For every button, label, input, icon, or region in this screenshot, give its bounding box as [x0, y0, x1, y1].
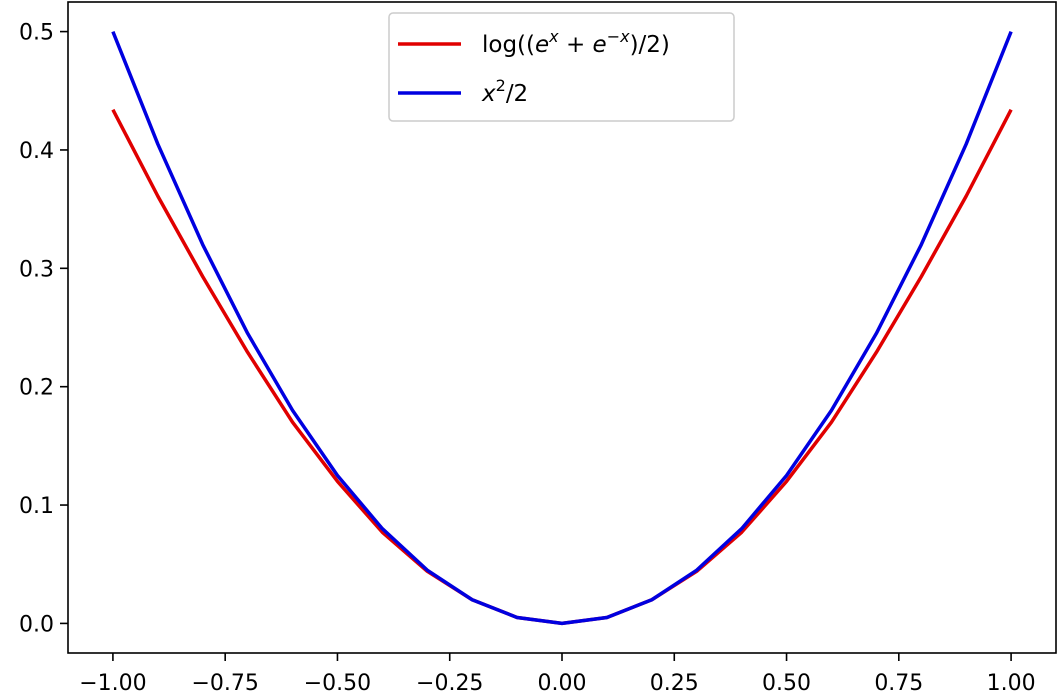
x-tick-label: 0.50: [762, 671, 811, 693]
x-tick-label: −0.50: [304, 671, 371, 693]
y-tick-label: 0.0: [19, 612, 54, 637]
legend-label-half-square: x2/2: [481, 76, 528, 107]
legend: log((ex + e−x)/2) x2/2: [388, 12, 735, 122]
series-line-half-square: [111, 30, 1013, 626]
y-tick-label: 0.4: [19, 139, 54, 164]
x-tick-label: 0.00: [538, 671, 587, 693]
x-tick-label: 0.25: [650, 671, 699, 693]
y-tick-label: 0.5: [19, 21, 54, 46]
x-axis-ticks: −1.00 −0.75 −0.50 −0.25 0.00 0.25 0.50 0.75 1.00: [79, 653, 1036, 693]
x-tick-label: −0.75: [191, 671, 258, 693]
y-tick-label: 0.2: [19, 376, 54, 401]
x-tick-label: 0.75: [874, 671, 923, 693]
x-tick-label: −1.00: [79, 671, 146, 693]
y-tick-label: 0.1: [19, 494, 54, 519]
axes-frame: [67, 1, 1057, 654]
x-tick-label: −0.25: [416, 671, 483, 693]
y-axis-ticks: 0.0 0.1 0.2 0.3 0.4 0.5: [19, 21, 68, 637]
legend-label-logcosh: log((ex + e−x)/2): [482, 27, 670, 58]
plot-lines: [111, 30, 1013, 626]
legend-box: [388, 12, 735, 122]
y-tick-label: 0.3: [19, 257, 54, 282]
x-tick-label: 1.00: [987, 671, 1036, 693]
